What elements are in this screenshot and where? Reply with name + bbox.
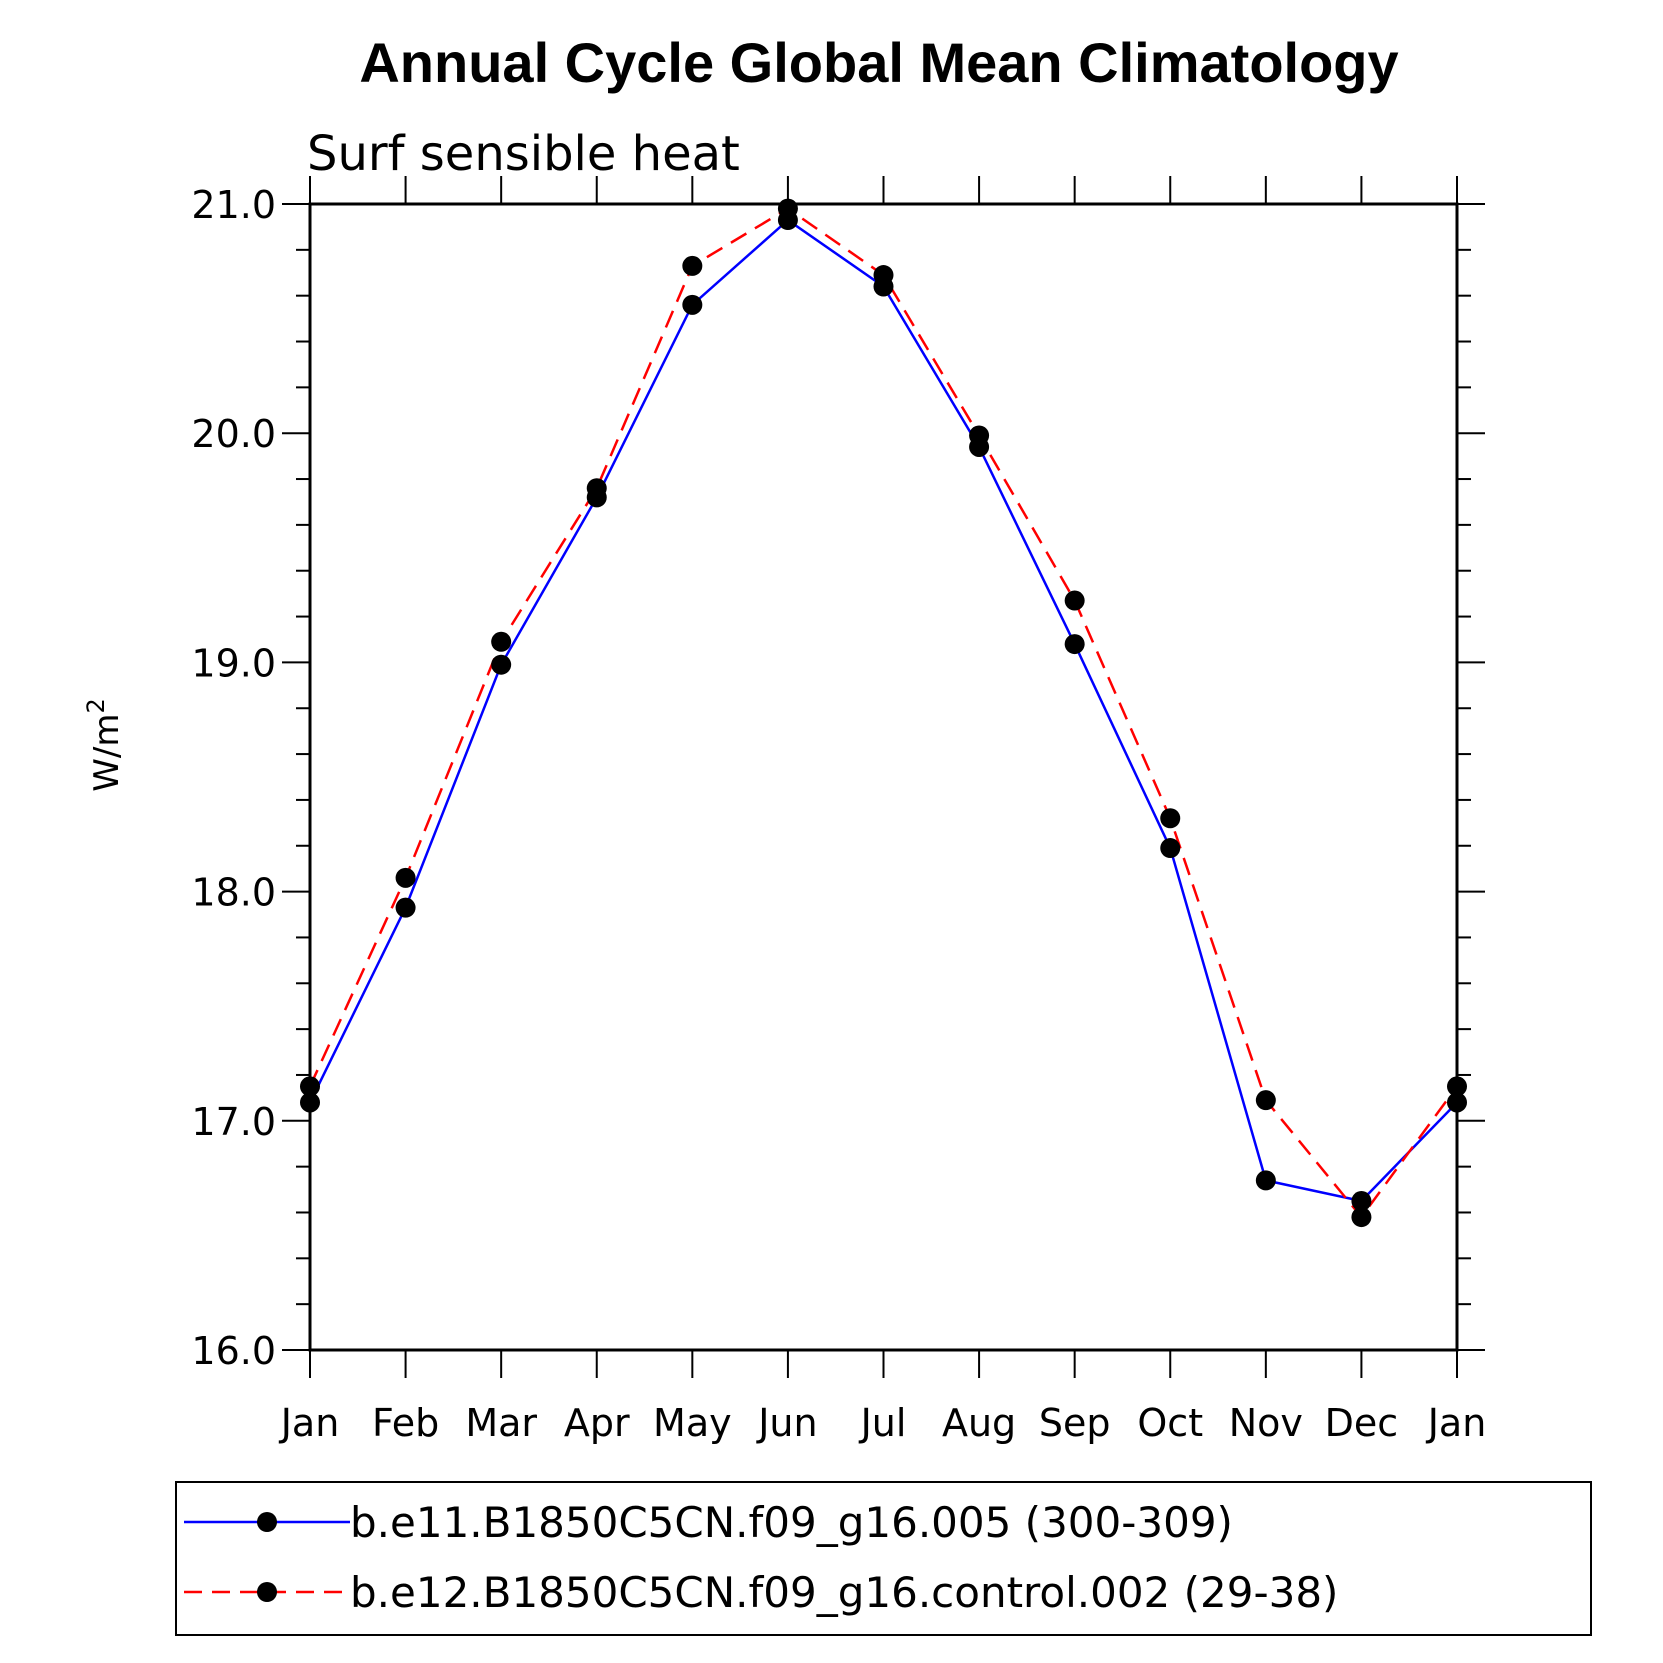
series-1-point bbox=[1064, 634, 1085, 655]
series-1-point bbox=[1351, 1191, 1372, 1212]
chart-subtitle: Surf sensible heat bbox=[307, 126, 740, 182]
series-2-point bbox=[1351, 1207, 1372, 1228]
series-2-point bbox=[1064, 590, 1085, 611]
series-1-point bbox=[395, 897, 416, 918]
series-2-point bbox=[586, 478, 607, 499]
legend-box bbox=[175, 1481, 1592, 1636]
series-layer bbox=[300, 198, 1467, 1228]
series-2-point bbox=[1447, 1076, 1467, 1097]
series-2-point bbox=[873, 265, 894, 286]
legend-swatch-marker bbox=[257, 1512, 277, 1532]
y-tick-label: 17.0 bbox=[191, 1100, 276, 1144]
y-tick-label: 19.0 bbox=[191, 641, 276, 685]
x-tick-label: Apr bbox=[564, 1401, 630, 1445]
x-tick-label: Aug bbox=[942, 1401, 1016, 1445]
y-tick-label: 21.0 bbox=[191, 183, 276, 227]
x-tick-label: Mar bbox=[465, 1401, 537, 1445]
axes: 16.0 17.0 18.0 19.0 20.0 21.0 Jan Feb Mar Apr May J… bbox=[191, 176, 1486, 1445]
series-2-point bbox=[300, 1076, 320, 1097]
x-tick-label: Jun bbox=[756, 1401, 817, 1445]
x-tick-label: Oct bbox=[1137, 1401, 1203, 1445]
y-axis-label: W/m2 bbox=[82, 698, 127, 791]
x-tick-label: Jan bbox=[279, 1401, 340, 1445]
x-tick-label: May bbox=[653, 1401, 732, 1445]
y-tick-label: 18.0 bbox=[191, 871, 276, 915]
series-2-point bbox=[969, 425, 990, 446]
legend-swatch-marker bbox=[257, 1582, 277, 1602]
series-1-point bbox=[1160, 838, 1181, 859]
chart-title: Annual Cycle Global Mean Climatology bbox=[359, 31, 1398, 94]
series-1-point bbox=[1447, 1092, 1467, 1113]
y-axis-label-superscript: 2 bbox=[82, 698, 110, 713]
x-tick-label: Feb bbox=[372, 1401, 439, 1445]
x-tick-label: Dec bbox=[1325, 1401, 1399, 1445]
series-1-point bbox=[300, 1092, 320, 1113]
legend: b.e11.B1850C5CN.f09_g16.005 (300-309) b.e… bbox=[175, 1481, 1592, 1636]
series-2-point bbox=[777, 198, 798, 219]
x-tick-label: Jul bbox=[859, 1401, 907, 1445]
svg-text:W/m2: W/m2 bbox=[82, 698, 127, 791]
legend-entry-label: b.e11.B1850C5CN.f09_g16.005 (300-309) bbox=[350, 1498, 1233, 1547]
series-2-point bbox=[1255, 1090, 1276, 1111]
series-line-1 bbox=[308, 218, 1458, 1203]
series-2-point bbox=[1160, 808, 1181, 829]
series-1-point bbox=[682, 294, 703, 315]
y-axis-label-text: W/m bbox=[87, 714, 127, 792]
series-1-point bbox=[1255, 1170, 1276, 1191]
plot-frame bbox=[308, 202, 1459, 1352]
series-2-point bbox=[491, 631, 512, 652]
legend-entry-label: b.e12.B1850C5CN.f09_g16.control.002 (29-… bbox=[350, 1568, 1338, 1617]
x-tick-label: Jan bbox=[1426, 1401, 1487, 1445]
x-tick-label: Nov bbox=[1229, 1401, 1303, 1445]
series-1-point bbox=[491, 654, 512, 675]
series-2-point bbox=[395, 867, 416, 888]
x-tick-label: Sep bbox=[1039, 1401, 1111, 1445]
y-tick-label: 20.0 bbox=[191, 412, 276, 456]
y-tick-label: 16.0 bbox=[191, 1329, 276, 1373]
series-2-point bbox=[682, 255, 703, 276]
